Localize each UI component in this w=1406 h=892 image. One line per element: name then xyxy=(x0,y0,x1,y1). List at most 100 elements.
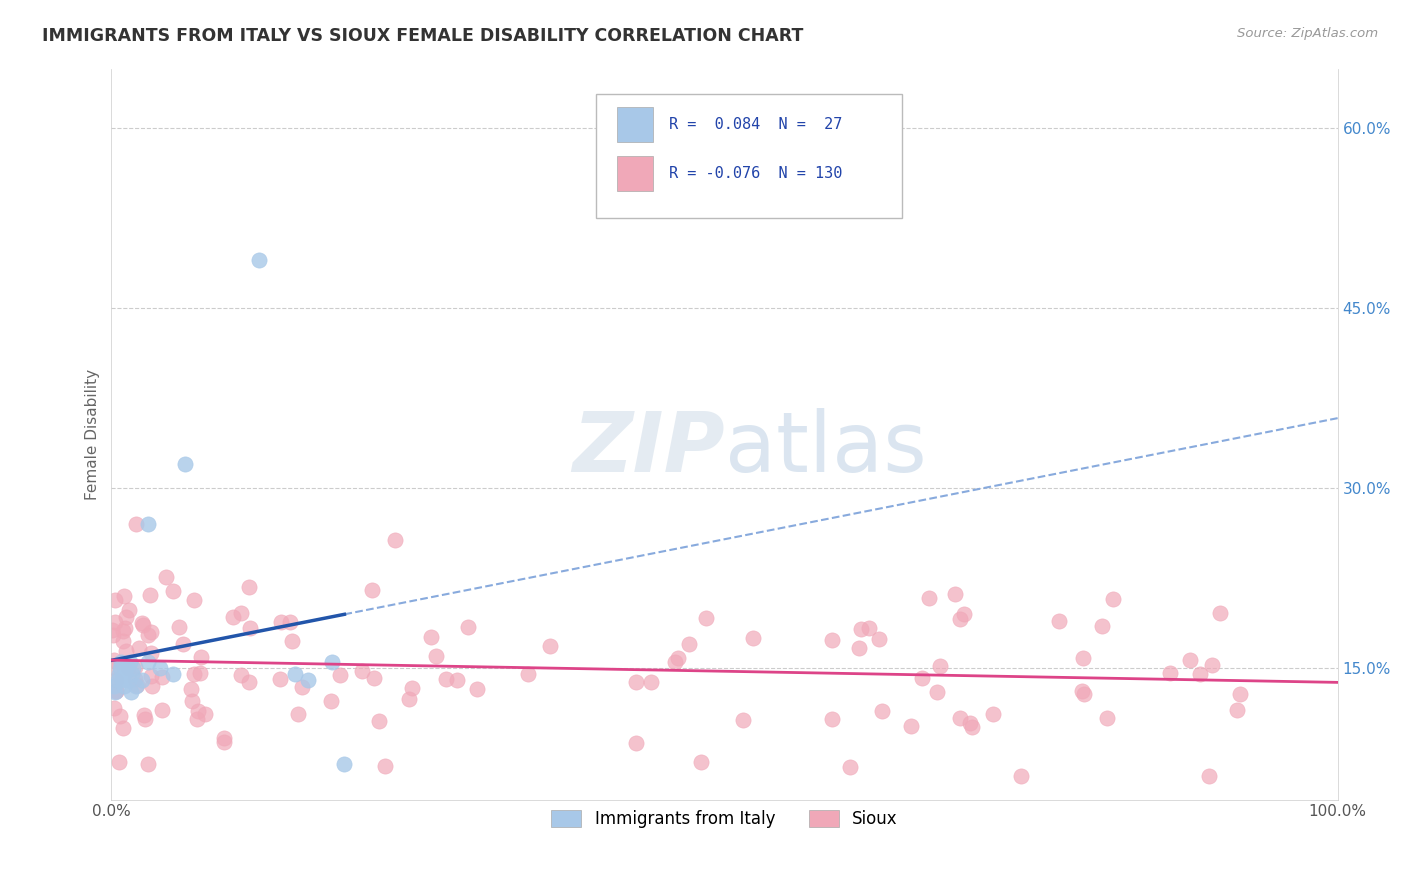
Point xyxy=(1095,710,1118,724)
Point xyxy=(287,707,309,722)
Point xyxy=(103,679,125,693)
Point xyxy=(139,625,162,640)
Point xyxy=(118,602,141,616)
Point xyxy=(872,704,894,718)
Point xyxy=(111,673,134,687)
Point xyxy=(270,615,292,629)
Point xyxy=(384,533,406,547)
Point xyxy=(136,628,159,642)
Point xyxy=(136,655,159,669)
Point xyxy=(360,582,382,597)
Point xyxy=(1010,768,1032,782)
Point xyxy=(114,621,136,635)
Point xyxy=(363,671,385,685)
Point xyxy=(127,678,149,692)
Text: R = -0.076  N = 130: R = -0.076 N = 130 xyxy=(669,166,842,181)
Point xyxy=(446,673,468,687)
Point xyxy=(420,630,443,644)
Point xyxy=(105,684,128,698)
Point xyxy=(134,708,156,723)
Legend: Immigrants from Italy, Sioux: Immigrants from Italy, Sioux xyxy=(544,804,904,835)
Point xyxy=(849,622,872,636)
Point xyxy=(959,716,981,731)
Point xyxy=(115,661,138,675)
Point xyxy=(239,621,262,635)
Point xyxy=(1159,665,1181,680)
Point xyxy=(666,650,689,665)
Point xyxy=(839,760,862,774)
Point xyxy=(280,633,302,648)
Point xyxy=(981,706,1004,721)
Point xyxy=(820,712,842,726)
Point xyxy=(107,666,129,681)
Point xyxy=(516,666,538,681)
Point xyxy=(401,681,423,695)
Point xyxy=(929,658,952,673)
Point xyxy=(100,624,122,638)
Point xyxy=(112,590,135,604)
Point xyxy=(425,649,447,664)
Point xyxy=(1226,703,1249,717)
Point xyxy=(136,756,159,771)
Point xyxy=(105,684,128,698)
FancyBboxPatch shape xyxy=(596,94,903,219)
Point xyxy=(280,615,302,630)
Point xyxy=(101,628,124,642)
Point xyxy=(624,736,647,750)
Point xyxy=(108,755,131,769)
Point xyxy=(1102,592,1125,607)
Point xyxy=(247,253,270,268)
Point xyxy=(183,593,205,607)
Point xyxy=(911,671,934,685)
Point xyxy=(112,624,135,638)
Point xyxy=(167,619,190,633)
Point xyxy=(1209,606,1232,620)
Point xyxy=(538,639,561,653)
Point xyxy=(229,607,252,621)
Point xyxy=(138,588,160,602)
Point xyxy=(1047,614,1070,628)
Point xyxy=(162,666,184,681)
Point xyxy=(174,457,197,471)
Point xyxy=(269,673,291,687)
Point xyxy=(733,713,755,727)
Bar xyxy=(617,156,654,191)
Point xyxy=(117,673,139,687)
Point xyxy=(110,709,132,723)
Point xyxy=(136,516,159,531)
Point xyxy=(125,679,148,693)
Point xyxy=(141,679,163,693)
Point xyxy=(132,617,155,632)
Point xyxy=(229,668,252,682)
Point xyxy=(105,673,128,687)
Point xyxy=(121,666,143,681)
Point xyxy=(134,712,156,726)
Point xyxy=(150,703,173,717)
Point xyxy=(858,621,880,635)
Point xyxy=(398,691,420,706)
Point xyxy=(104,593,127,607)
Point xyxy=(131,615,153,630)
Text: R =  0.084  N =  27: R = 0.084 N = 27 xyxy=(669,117,842,132)
Point xyxy=(695,611,717,625)
Point xyxy=(150,669,173,683)
Point xyxy=(291,681,314,695)
Point xyxy=(180,681,202,696)
Point xyxy=(868,632,890,647)
Point xyxy=(821,632,844,647)
Point xyxy=(297,673,319,687)
Point xyxy=(1180,653,1202,667)
Point xyxy=(457,620,479,634)
Point xyxy=(112,679,135,693)
Point xyxy=(742,631,765,645)
Point xyxy=(172,636,194,650)
Point xyxy=(128,640,150,655)
Point xyxy=(194,706,217,721)
Point xyxy=(190,650,212,665)
Point xyxy=(107,673,129,687)
Point xyxy=(1198,768,1220,782)
Point xyxy=(188,665,211,680)
Point xyxy=(118,655,141,669)
Point xyxy=(110,655,132,669)
Point xyxy=(212,735,235,749)
